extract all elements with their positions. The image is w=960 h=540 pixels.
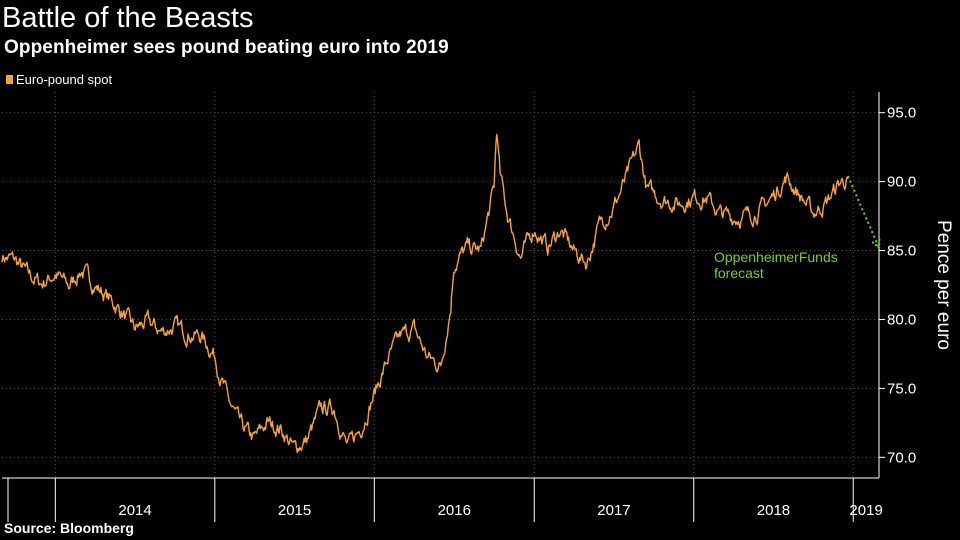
legend-label: Euro-pound spot bbox=[16, 72, 113, 87]
source-note: Source: Bloomberg bbox=[4, 520, 134, 536]
y-tick-label: 85.0 bbox=[887, 243, 916, 260]
x-tick-label: 2015 bbox=[278, 502, 311, 519]
chart-title: Battle of the Beasts bbox=[2, 2, 254, 34]
forecast-annotation-line2: forecast bbox=[714, 265, 764, 281]
y-tick-label: 75.0 bbox=[887, 380, 916, 397]
legend-swatch bbox=[6, 75, 13, 84]
x-tick-label: 2016 bbox=[438, 502, 471, 519]
axis-layer bbox=[2, 92, 885, 522]
y-axis-label: Pence per euro bbox=[933, 220, 954, 350]
y-tick-label: 95.0 bbox=[887, 105, 916, 122]
label-layer: 70.0 75.0 80.0 85.0 90.0 95.0 2014 2015 2016 2017… bbox=[118, 105, 954, 519]
legend: Euro-pound spot bbox=[6, 72, 112, 87]
grid-layer bbox=[2, 92, 879, 478]
x-tick-label: 2017 bbox=[597, 502, 630, 519]
series-line-euro-pound-spot bbox=[1, 133, 849, 454]
y-tick-label: 70.0 bbox=[887, 449, 916, 466]
series-layer bbox=[1, 133, 881, 454]
chart-subtitle: Oppenheimer sees pound beating euro into… bbox=[4, 37, 449, 58]
forecast-line bbox=[847, 175, 880, 249]
y-tick-label: 80.0 bbox=[887, 311, 916, 328]
x-tick-label: 2014 bbox=[118, 502, 151, 519]
x-tick-label: 2018 bbox=[757, 502, 790, 519]
forecast-arrowhead bbox=[871, 238, 881, 250]
x-tick-label: 2019 bbox=[849, 502, 882, 519]
y-tick-label: 90.0 bbox=[887, 174, 916, 191]
forecast-annotation-line1: OppenheimerFunds bbox=[714, 249, 838, 265]
